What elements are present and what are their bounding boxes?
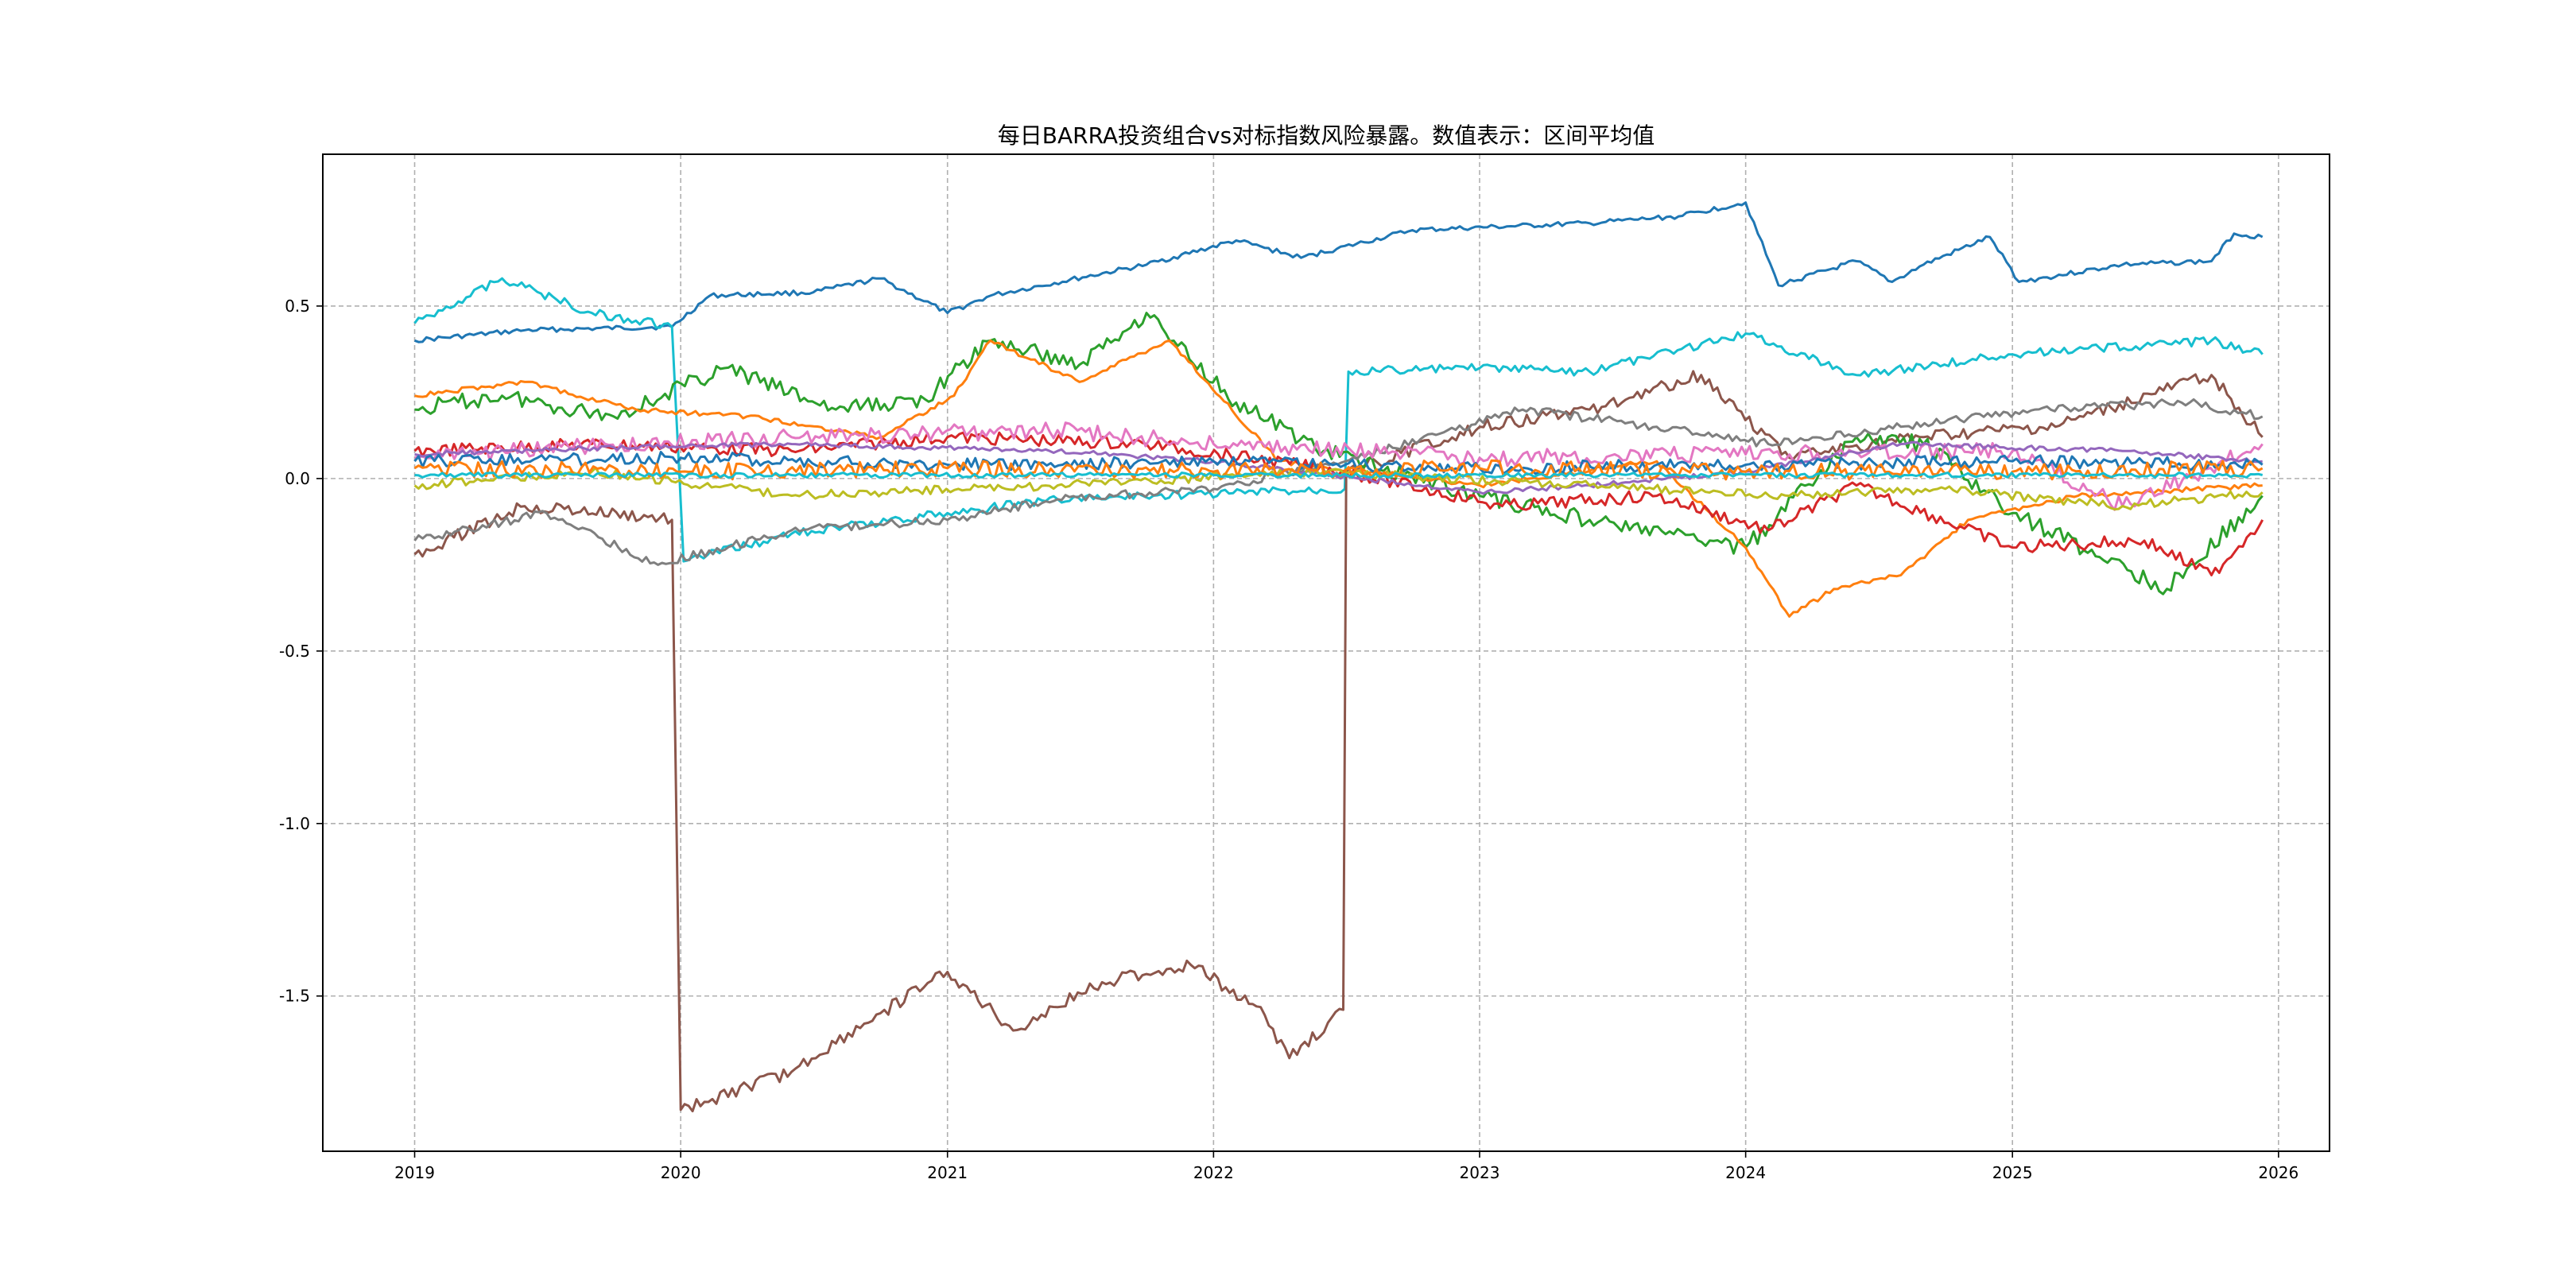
x-tick-label: 2024 [1725, 1163, 1766, 1182]
y-tick-label: 0.0 [285, 469, 310, 488]
x-tick-label: 2022 [1193, 1163, 1234, 1182]
chart-title: 每日BARRA投资组合vs对标指数风险暴露。数值表示：区间平均值 [998, 122, 1655, 149]
y-axis: -1.5 -1.0 -0.5 0.0 0.5 [279, 297, 323, 1006]
y-tick-label: -1.0 [279, 814, 310, 833]
series-line-11 [413, 451, 2264, 475]
series-line-13 [414, 471, 2264, 479]
series-line-3 [413, 370, 2264, 1113]
series-line-2 [413, 277, 2264, 563]
x-tick-label: 2023 [1460, 1163, 1500, 1182]
series-layer [413, 201, 2264, 1113]
series-line-9 [414, 440, 2263, 495]
series-line-8 [414, 421, 2264, 511]
series-line-10 [413, 466, 2264, 511]
plot-area [323, 154, 2330, 1151]
series-line-7 [413, 431, 2264, 576]
y-tick-label: -1.5 [279, 987, 310, 1006]
x-axis: 2019 2020 2021 2022 2023 2024 2025 2026 [394, 1151, 2299, 1182]
x-tick-label: 2025 [1992, 1163, 2033, 1182]
y-tick-label: -0.5 [279, 642, 310, 661]
plot-frame [322, 153, 2330, 1152]
x-tick-label: 2020 [661, 1163, 701, 1182]
x-tick-label: 2026 [2258, 1163, 2299, 1182]
x-tick-label: 2021 [927, 1163, 968, 1182]
grid-lines [323, 154, 2330, 1151]
series-line-1 [413, 201, 2264, 343]
x-tick-label: 2019 [394, 1163, 435, 1182]
series-line-6 [413, 398, 2264, 566]
y-tick-label: 0.5 [285, 297, 310, 316]
